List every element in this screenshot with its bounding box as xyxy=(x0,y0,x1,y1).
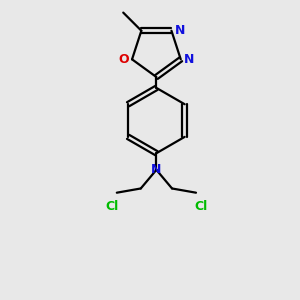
Text: N: N xyxy=(175,24,185,37)
Text: O: O xyxy=(118,53,129,66)
Text: N: N xyxy=(151,163,162,176)
Text: Cl: Cl xyxy=(105,200,118,213)
Text: N: N xyxy=(184,53,194,66)
Text: Cl: Cl xyxy=(194,200,208,213)
